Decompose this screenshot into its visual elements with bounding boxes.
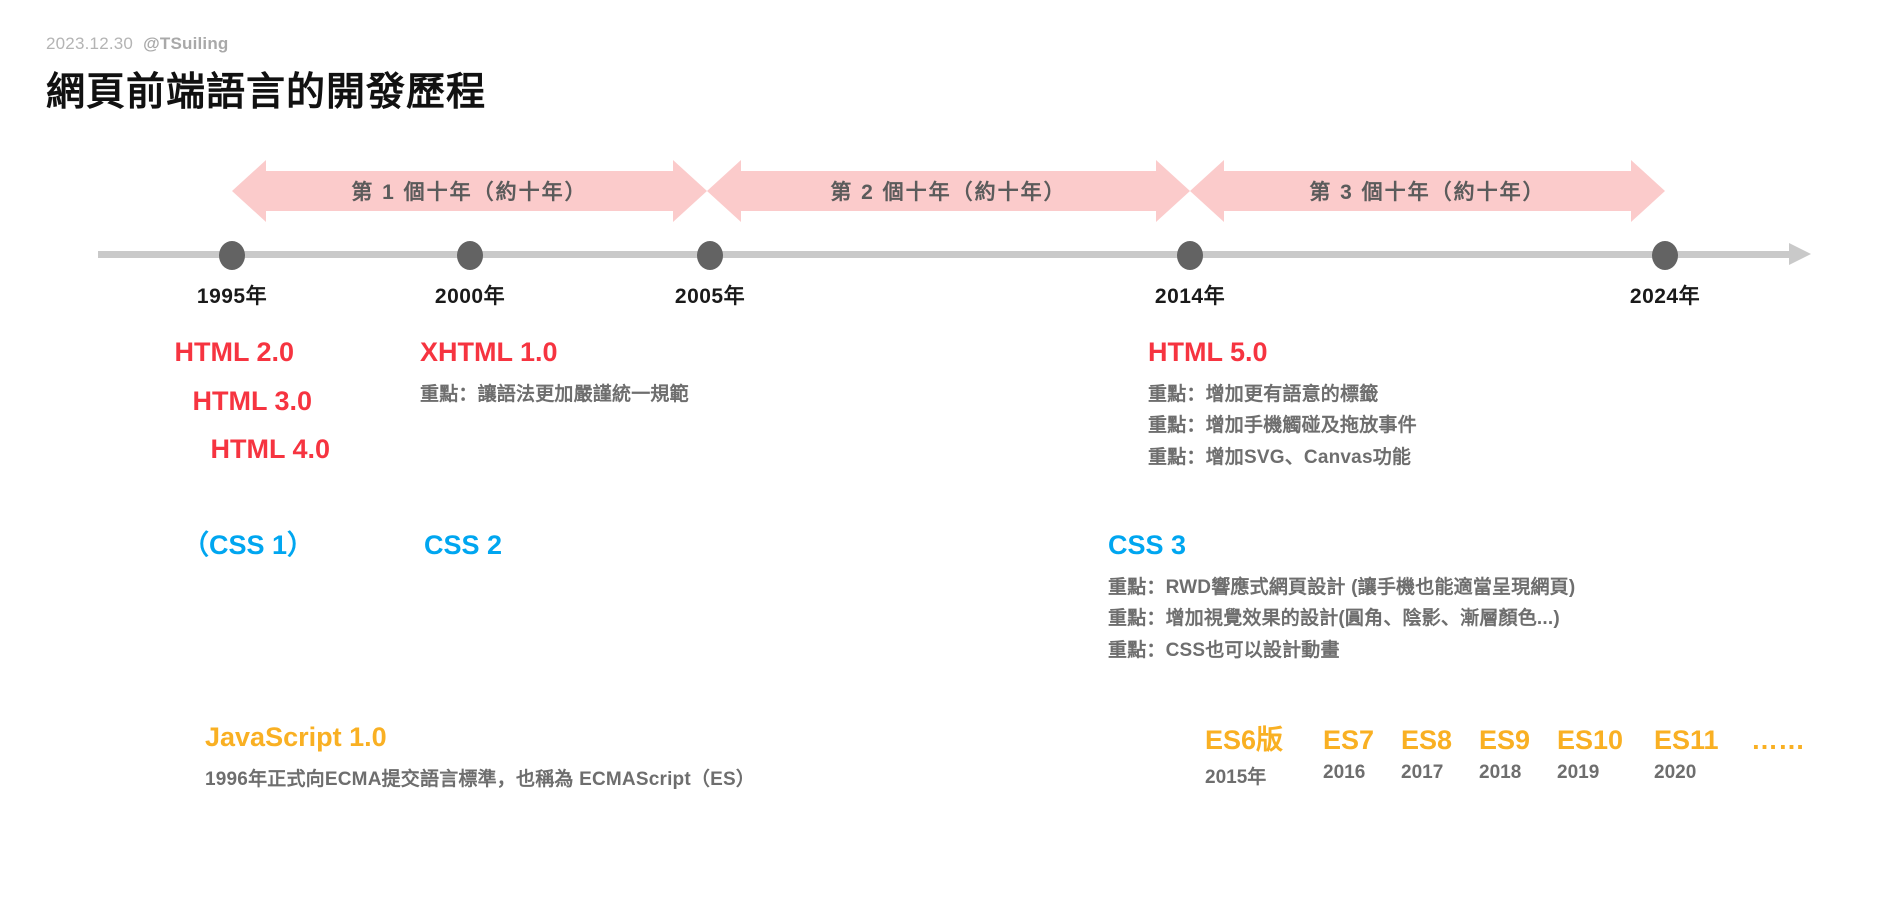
- html-early-versions: HTML 2.0 HTML 3.0 HTML 4.0: [130, 335, 330, 467]
- css3-note: 重點：增加視覺效果的設計(圓角、陰影、漸層顏色...): [1108, 608, 1560, 630]
- css1-entry: （CSS 1）: [182, 528, 314, 563]
- xhtml-notes: 重點：讓語法更加嚴謹統一規範: [420, 379, 689, 411]
- javascript-notes: 1996年正式向ECMA提交語言標準，也稱為 ECMAScript（ES）: [205, 764, 755, 796]
- axis-dot-2005: [697, 241, 723, 270]
- axis-arrow-icon: [1789, 243, 1811, 265]
- es-version-year: 2016: [1323, 762, 1366, 783]
- axis-year-label: 2000年: [434, 285, 506, 308]
- byline-handle: @TSuiling: [143, 34, 229, 53]
- decade-banner-1: 第 1 個十年（約十年）: [232, 160, 707, 222]
- es-version-year: 2020: [1654, 762, 1697, 783]
- double-arrow-icon: [1190, 160, 1665, 222]
- double-arrow-icon: [707, 160, 1190, 222]
- es-version-name: ES7: [1323, 725, 1375, 755]
- html-version-label: HTML 2.0: [174, 337, 294, 367]
- axis-dot-2014: [1177, 241, 1203, 270]
- es-version-name: ……: [1751, 725, 1805, 755]
- double-arrow-icon: [232, 160, 707, 222]
- page-header: 2023.12.30 @TSuiling 網頁前端語言的開發歷程: [46, 34, 1046, 117]
- xhtml-entry: XHTML 1.0 重點：讓語法更加嚴謹統一規範: [420, 335, 689, 410]
- es-version-name: ES9: [1479, 725, 1531, 755]
- axis-year-label: 2024年: [1629, 285, 1701, 308]
- javascript-title: JavaScript 1.0: [205, 722, 387, 752]
- es-version-name: ES8: [1401, 725, 1453, 755]
- es-years-row: 2015年 2016 2017 2018 2019 2020: [1205, 762, 1805, 789]
- axis-dot-2000: [457, 241, 483, 270]
- javascript-note: 1996年正式向ECMA提交語言標準，也稱為 ECMAScript（ES）: [205, 768, 756, 790]
- html5-title: HTML 5.0: [1148, 337, 1268, 367]
- axis-dot-1995: [219, 241, 245, 270]
- decade-label-1: 第 1 個十年（約十年）: [351, 181, 588, 204]
- axis-year-label: 1995年: [196, 285, 268, 308]
- xhtml-title: XHTML 1.0: [420, 337, 558, 367]
- css2-entry: CSS 2: [424, 528, 502, 563]
- es-version-year: 2017: [1401, 762, 1444, 783]
- css3-entry: CSS 3 重點：RWD響應式網頁設計 (讓手機也能適當呈現網頁) 重點：增加視覺…: [1108, 528, 1575, 667]
- axis-dot-2024: [1652, 241, 1678, 270]
- es-version-name: ES11: [1654, 725, 1719, 755]
- html-version-label: HTML 3.0: [192, 385, 312, 416]
- css3-note: 重點：CSS也可以設計動畫: [1108, 640, 1340, 662]
- axis-year-label: 2014年: [1154, 285, 1226, 308]
- css1-title: （CSS 1）: [182, 530, 315, 560]
- xhtml-note: 重點：讓語法更加嚴謹統一規範: [420, 383, 689, 405]
- timeline-axis: 1995年 2000年 2005年 2014年 2024年: [0, 0, 1900, 308]
- css2-title: CSS 2: [424, 530, 503, 560]
- decade-banner-3: 第 3 個十年（約十年）: [1190, 160, 1665, 222]
- page-title: 網頁前端語言的開發歷程: [46, 71, 487, 114]
- decade-label-3: 第 3 個十年（約十年）: [1309, 181, 1546, 204]
- html5-notes: 重點：增加更有語意的標籤重點：增加手機觸碰及拖放事件 重點：增加SVG、Canva…: [1148, 379, 1417, 475]
- es-version-year: 2018: [1479, 762, 1522, 783]
- es-version-year: 2019: [1557, 762, 1600, 783]
- decade-banner-2: 第 2 個十年（約十年）: [707, 160, 1190, 222]
- axis-year-label: 2005年: [674, 285, 746, 308]
- html5-note: 重點：增加更有語意的標籤: [1148, 383, 1379, 405]
- css3-notes: 重點：RWD響應式網頁設計 (讓手機也能適當呈現網頁) 重點：增加視覺效果的設計(…: [1108, 572, 1575, 668]
- axis-line: [98, 251, 1795, 258]
- javascript-entry: JavaScript 1.0 1996年正式向ECMA提交語言標準，也稱為 EC…: [205, 720, 755, 795]
- es-version-name: ES6版: [1205, 725, 1284, 755]
- html5-note: 重點：增加SVG、Canvas功能: [1148, 447, 1412, 469]
- html5-entry: HTML 5.0 重點：增加更有語意的標籤重點：增加手機觸碰及拖放事件 重點：增加…: [1148, 335, 1417, 474]
- es-names-row: ES6版 ES7 ES8 ES9 ES10 ES11 ……: [1205, 718, 1805, 757]
- es-version-name: ES10: [1557, 725, 1624, 755]
- html5-note: 重點：增加手機觸碰及拖放事件: [1148, 415, 1417, 437]
- es-version-year: 2015年: [1205, 767, 1267, 788]
- css3-note: 重點：RWD響應式網頁設計 (讓手機也能適當呈現網頁): [1108, 576, 1576, 598]
- css3-title: CSS 3: [1108, 530, 1187, 560]
- decade-label-2: 第 2 個十年（約十年）: [830, 181, 1067, 204]
- byline: 2023.12.30 @TSuiling: [46, 34, 1046, 54]
- decade-banner-group: 第 1 個十年（約十年） 第 2 個十年（約十年） 第 3 個十年（約十年）: [0, 160, 1900, 222]
- es-versions-group: ES6版 ES7 ES8 ES9 ES10 ES11…… 2015年 2016 2017 201…: [1205, 718, 1805, 789]
- byline-date: 2023.12.30: [46, 34, 134, 53]
- html-version-label: HTML 4.0: [210, 434, 330, 465]
